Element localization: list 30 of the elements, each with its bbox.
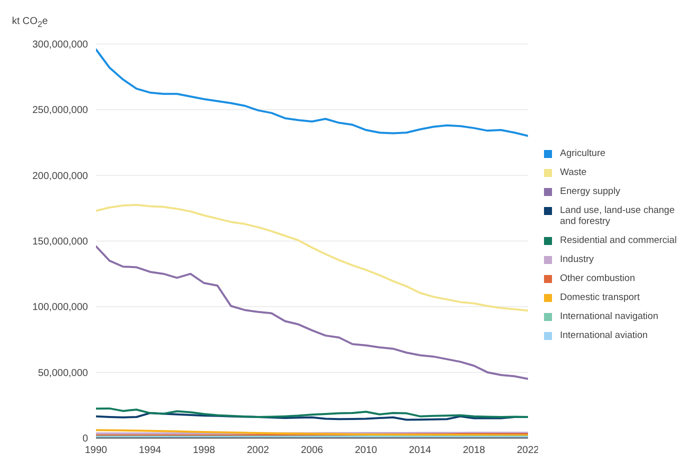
x-tick-label: 2010 [354,445,378,456]
legend-label: International navigation [560,311,658,322]
legend-label: Residential and commercial [560,235,677,246]
legend-label: Land use, land-use change and forestry [560,205,676,227]
y-tick-label: 250,000,000 [32,105,88,116]
x-tick-label: 1998 [192,445,216,456]
legend-label: Industry [560,254,594,265]
x-tick-label: 2018 [462,445,486,456]
line-series [96,48,528,137]
x-tick-label: 2014 [408,445,432,456]
line-series [96,407,528,418]
legend-label: Domestic transport [560,292,640,303]
legend-label: Waste [560,167,587,178]
line-series [96,245,528,380]
legend-label: Agriculture [560,148,606,159]
x-tick-label: 1990 [84,445,108,456]
y-tick-label: 300,000,000 [32,40,88,51]
x-tick-label: 2002 [246,445,270,456]
legend-label: International aviation [560,330,648,341]
line-series [96,204,528,312]
legend-label: Other combustion [560,273,635,284]
y-tick-label: 100,000,000 [32,302,88,314]
y-tick-label: 200,000,000 [32,170,88,182]
x-tick-label: 2006 [300,445,324,456]
y-axis-title: kt CO$_{2}$e [12,16,48,29]
legend-label: Energy supply [560,186,620,197]
x-tick-label: 1994 [138,445,162,456]
y-tick-label: 0 [82,434,88,445]
y-tick-label: 50,000,000 [38,368,88,379]
y-tick-label: 150,000,000 [32,236,88,248]
